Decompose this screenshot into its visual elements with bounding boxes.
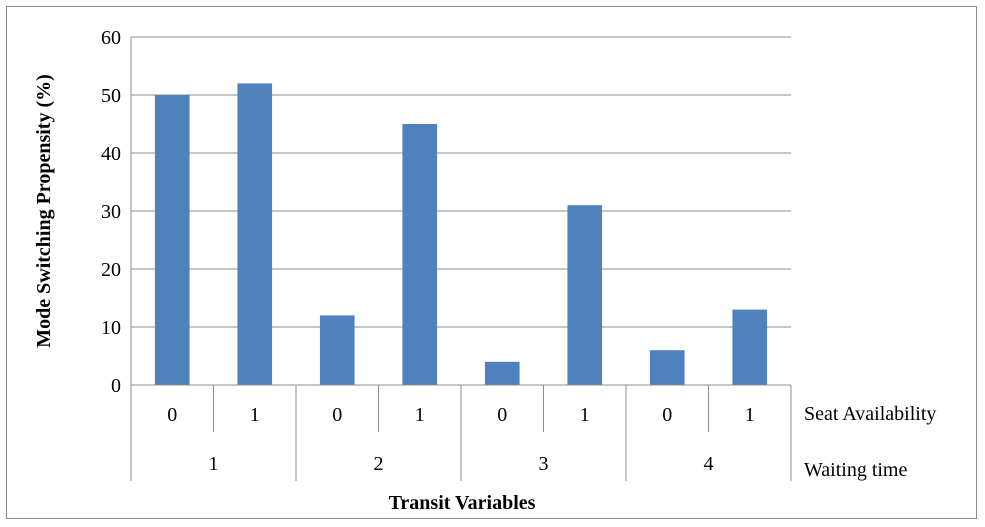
y-tick-label: 40 <box>101 143 121 165</box>
waiting-tick-label: 4 <box>704 453 714 475</box>
seat-tick-label: 0 <box>332 404 342 426</box>
y-tick-label: 0 <box>111 375 121 397</box>
seat-tick-label: 1 <box>580 404 590 426</box>
seat-tick-label: 0 <box>167 404 177 426</box>
bar <box>732 309 768 385</box>
bar <box>484 361 520 385</box>
waiting-tick-label: 1 <box>209 453 219 475</box>
axes <box>130 37 792 481</box>
waiting-tick-label: 2 <box>374 453 384 475</box>
bars <box>154 83 768 386</box>
y-tick-label: 20 <box>101 259 121 281</box>
y-tick-label: 60 <box>101 27 121 49</box>
bar <box>567 205 603 385</box>
bar <box>649 350 685 385</box>
seat-tick-label: 0 <box>497 404 507 426</box>
y-tick-labels: 0 10 20 30 40 50 60 <box>101 27 121 397</box>
y-tick-label: 30 <box>101 201 121 223</box>
waiting-time-level-label: Waiting time <box>804 459 907 481</box>
x-axis-label: Transit Variables <box>389 492 536 514</box>
bar <box>402 124 438 385</box>
y-axis-label: Mode Switching Propensity (%) <box>33 74 55 348</box>
seat-tick-label: 1 <box>415 404 425 426</box>
seat-availability-level-label: Seat Availability <box>804 403 936 425</box>
bar <box>154 95 190 385</box>
seat-tick-label: 1 <box>250 404 260 426</box>
y-tick-label: 10 <box>101 317 121 339</box>
waiting-tick-label: 3 <box>539 453 549 475</box>
seat-tick-label: 1 <box>745 404 755 426</box>
x-tick-labels: 0 1 0 1 0 1 0 1 1 2 3 4 <box>167 404 755 475</box>
bar <box>237 83 273 386</box>
seat-tick-label: 0 <box>662 404 672 426</box>
bar <box>319 315 355 385</box>
gridlines <box>131 36 791 328</box>
y-tick-label: 50 <box>101 85 121 107</box>
